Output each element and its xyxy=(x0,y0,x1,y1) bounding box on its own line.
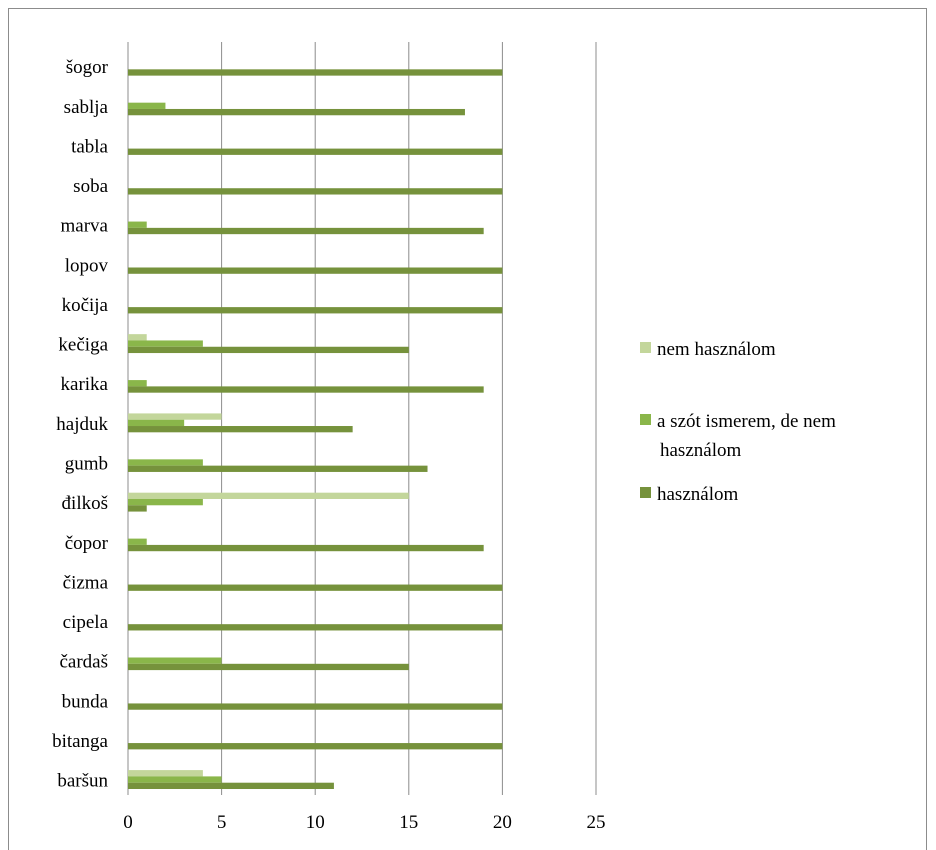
category-label: soba xyxy=(73,176,108,197)
bar-čardaš-series-1 xyxy=(128,657,222,664)
bar-hajduk-series-0 xyxy=(128,413,222,420)
bar-baršun-series-2 xyxy=(128,782,334,789)
category-label: cipela xyxy=(63,612,109,633)
category-label: čizma xyxy=(63,572,109,593)
bar-sablja-series-1 xyxy=(128,102,166,109)
bar-kečiga-series-1 xyxy=(128,340,203,347)
category-label: lopov xyxy=(65,255,109,276)
category-label: baršun xyxy=(57,771,108,792)
legend-swatch xyxy=(640,414,651,425)
category-label: čardaš xyxy=(59,652,108,673)
legend: nem használom a szót ismerem, de nem haszn… xyxy=(640,339,836,505)
bar-karika-series-1 xyxy=(128,380,147,387)
bar-đilkoš-series-1 xyxy=(128,498,203,506)
bar-sablja-series-2 xyxy=(128,108,465,116)
bar-tabla-series-2 xyxy=(128,148,503,155)
x-tick-label: 20 xyxy=(493,812,512,833)
category-label: tabla xyxy=(71,136,108,157)
bar-đilkoš-series-0 xyxy=(128,492,409,499)
bar-soba-series-2 xyxy=(128,188,503,195)
category-label: hajduk xyxy=(56,414,108,435)
category-label: bunda xyxy=(62,691,109,712)
legend-label: a szót ismerem, de nem használom xyxy=(657,411,836,461)
category-label: čopor xyxy=(65,533,109,554)
bar-kečiga-series-0 xyxy=(128,334,147,341)
bar-baršun-series-1 xyxy=(128,776,222,783)
bar-kečiga-series-2 xyxy=(128,346,409,354)
bar-čizma-series-2 xyxy=(128,584,503,591)
legend-swatch xyxy=(640,487,651,498)
x-tick-label: 15 xyxy=(399,812,418,833)
bar-bunda-series-2 xyxy=(128,703,503,710)
bars xyxy=(128,69,503,789)
bar-bitanga-series-2 xyxy=(128,743,503,750)
bar-marva-series-1 xyxy=(128,221,147,228)
category-labels: baršun bitanga bunda čardaš cipela čizma čopor… xyxy=(52,57,109,791)
bar-karika-series-2 xyxy=(128,386,484,393)
bar-hajduk-series-1 xyxy=(128,419,185,427)
bar-gumb-series-2 xyxy=(128,465,428,472)
x-tick-labels: 0 5 10 15 20 25 xyxy=(123,812,605,833)
bar-baršun-series-0 xyxy=(128,770,203,777)
category-label: bitanga xyxy=(52,731,108,752)
x-tick-label: 0 xyxy=(123,812,133,833)
bar-kočija-series-2 xyxy=(128,307,503,314)
category-label: đilkoš xyxy=(62,493,108,514)
category-label: marva xyxy=(61,216,109,237)
legend-label: nem használom xyxy=(657,339,776,360)
category-label: sablja xyxy=(64,97,109,118)
bar-šogor-series-2 xyxy=(128,69,503,76)
bar-đilkoš-series-2 xyxy=(128,505,147,512)
bar-lopov-series-2 xyxy=(128,267,503,274)
bar-čardaš-series-2 xyxy=(128,663,409,671)
chart-frame xyxy=(8,8,927,850)
category-label: gumb xyxy=(65,453,108,474)
category-label: šogor xyxy=(66,57,109,78)
legend-label: használom xyxy=(657,484,738,505)
category-label: kečiga xyxy=(58,335,108,356)
bar-čopor-series-1 xyxy=(128,538,147,545)
bar-hajduk-series-2 xyxy=(128,426,353,433)
bar-čopor-series-2 xyxy=(128,544,484,552)
x-tick-label: 10 xyxy=(306,812,325,833)
bar-cipela-series-2 xyxy=(128,624,503,631)
legend-swatch xyxy=(640,342,651,353)
category-label: karika xyxy=(61,374,109,395)
x-tick-label: 25 xyxy=(587,812,606,833)
x-tick-label: 5 xyxy=(217,812,227,833)
category-label: kočija xyxy=(62,295,109,316)
bar-gumb-series-1 xyxy=(128,459,203,466)
bar-marva-series-2 xyxy=(128,227,484,235)
